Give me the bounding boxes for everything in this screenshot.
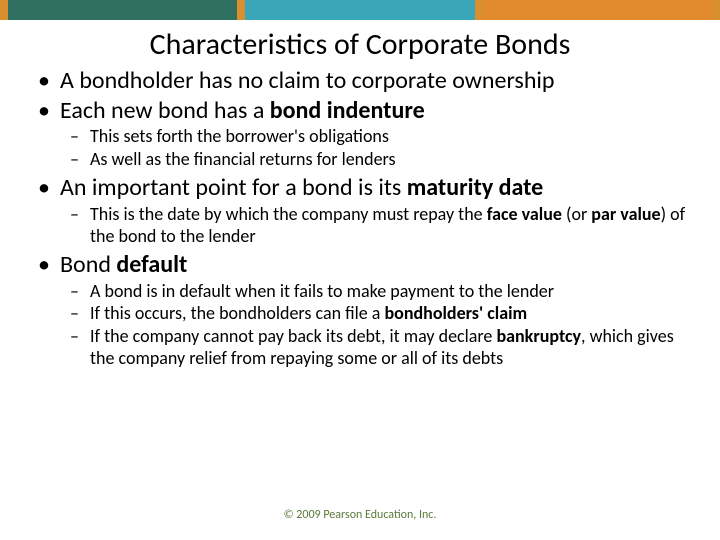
term-bankruptcy: bankruptcy	[496, 325, 581, 347]
accent-segment	[712, 0, 720, 20]
subbullet-text: This is the date by which the company mu…	[90, 203, 487, 225]
bullet-text: An important point for a bond is its	[60, 173, 407, 202]
accent-segment	[245, 0, 474, 20]
subbullet-text: A bond is in default when it fails to ma…	[90, 280, 554, 302]
copyright-footer: © 2009 Pearson Education, Inc.	[0, 508, 720, 522]
subbullet-text: If the company cannot pay back its debt,…	[90, 325, 496, 347]
subbullet-text: (or	[562, 203, 591, 225]
term-bondholders-claim: bondholders' claim	[385, 302, 528, 324]
slide-title: Characteristics of Corporate Bonds	[0, 26, 720, 63]
subbullet-bankruptcy: If the company cannot pay back its debt,…	[60, 326, 690, 369]
subbullet-text: As well as the financial returns for len…	[90, 148, 396, 170]
bullet-bond-indenture: Each new bond has a bond indenture This …	[30, 97, 690, 171]
bullet-maturity-date: An important point for a bond is its mat…	[30, 174, 690, 247]
accent-segment	[0, 0, 8, 20]
subbullet-borrower-obligations: This sets forth the borrower's obligatio…	[60, 126, 690, 148]
term-face-value: face value	[487, 203, 562, 225]
top-accent-bar	[0, 0, 720, 20]
subbullet-financial-returns: As well as the financial returns for len…	[60, 149, 690, 171]
term-par-value: par value	[591, 203, 660, 225]
slide-body: A bondholder has no claim to corporate o…	[0, 67, 720, 369]
subbullet-text: This sets forth the borrower's obligatio…	[90, 125, 389, 147]
subbullet-text: If this occurs, the bondholders can file…	[90, 302, 385, 324]
accent-segment	[483, 0, 712, 20]
accent-segment	[8, 0, 237, 20]
subbullet-default-definition: A bond is in default when it fails to ma…	[60, 281, 690, 303]
term-default: default	[116, 250, 187, 279]
bullet-text: A bondholder has no claim to corporate o…	[60, 66, 555, 95]
bullet-bond-default: Bond default A bond is in default when i…	[30, 251, 690, 369]
slide: Characteristics of Corporate Bonds A bon…	[0, 0, 720, 540]
term-maturity-date: maturity date	[407, 173, 544, 202]
subbullet-face-value: This is the date by which the company mu…	[60, 204, 690, 247]
bullet-text: Bond	[60, 250, 116, 279]
bullet-no-ownership: A bondholder has no claim to corporate o…	[30, 67, 690, 95]
subbullet-bondholders-claim: If this occurs, the bondholders can file…	[60, 303, 690, 325]
term-bond-indenture: bond indenture	[270, 96, 425, 125]
accent-segment	[475, 0, 483, 20]
bullet-text: Each new bond has a	[60, 96, 270, 125]
accent-segment	[237, 0, 245, 20]
